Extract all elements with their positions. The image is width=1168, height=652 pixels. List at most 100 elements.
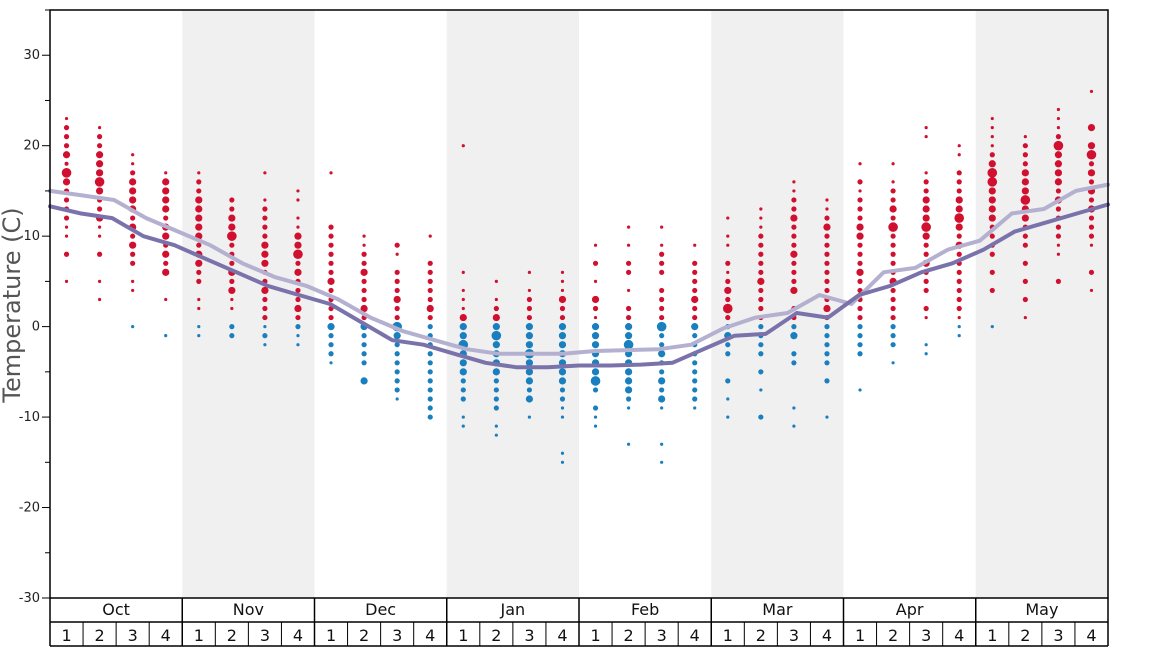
warm-point	[162, 268, 170, 276]
warm-point	[990, 135, 994, 139]
month-label-mar: Mar	[762, 600, 793, 619]
cold-point	[327, 323, 335, 331]
cold-point	[692, 360, 698, 366]
warm-point	[823, 223, 831, 231]
warm-point	[461, 306, 465, 311]
warm-point	[329, 171, 333, 175]
cold-point	[229, 333, 235, 339]
warm-point	[791, 278, 797, 284]
warm-point	[824, 287, 830, 294]
warm-point	[758, 242, 764, 248]
warm-point	[261, 241, 269, 249]
warm-point	[493, 305, 499, 312]
warm-point	[956, 287, 962, 294]
warm-point	[394, 269, 400, 275]
cold-point	[692, 378, 698, 384]
warm-point	[954, 213, 965, 223]
warm-point	[1022, 278, 1028, 284]
cold-point	[623, 339, 634, 350]
week-label: 3	[128, 626, 138, 645]
warm-point	[956, 188, 962, 194]
warm-point	[857, 260, 863, 266]
warm-point	[1055, 224, 1062, 230]
warm-point	[63, 251, 70, 257]
warm-point	[1056, 116, 1061, 121]
y-tick-label: -20	[19, 501, 40, 516]
cold-point	[624, 323, 633, 331]
warm-point	[824, 215, 830, 221]
warm-point	[94, 177, 105, 187]
cold-point	[525, 395, 534, 403]
cold-point	[461, 424, 465, 428]
warm-point	[261, 259, 269, 267]
warm-point	[790, 214, 798, 222]
cold-point	[791, 360, 797, 366]
warm-point	[1020, 195, 1031, 205]
warm-point	[956, 179, 962, 185]
week-label: 4	[690, 626, 700, 645]
warm-point	[625, 305, 632, 312]
warm-point	[1021, 214, 1029, 222]
cold-point	[328, 351, 334, 357]
cold-point	[459, 332, 467, 340]
warm-point	[262, 224, 268, 230]
cold-point	[758, 414, 764, 420]
warm-point	[1022, 143, 1028, 149]
cold-point	[494, 433, 498, 437]
warm-point	[990, 116, 994, 121]
warm-point	[857, 251, 863, 257]
warm-point	[1087, 169, 1096, 177]
y-tick-label: 0	[32, 320, 40, 335]
warm-point	[890, 287, 896, 294]
warm-point	[95, 169, 104, 177]
cold-point	[560, 406, 565, 410]
warm-point	[857, 206, 863, 212]
cold-point	[460, 396, 466, 402]
warm-point	[230, 306, 234, 311]
cold-point	[263, 343, 267, 347]
cold-point	[459, 368, 467, 376]
warm-point	[95, 151, 104, 159]
cold-point	[394, 369, 400, 375]
warm-point	[922, 196, 930, 204]
warm-point	[724, 286, 732, 295]
warm-point	[956, 269, 962, 275]
warm-point	[792, 189, 796, 193]
y-tick-label: 10	[23, 229, 40, 244]
cold-point	[525, 368, 534, 376]
warm-point	[262, 206, 268, 212]
week-label: 1	[326, 626, 336, 645]
warm-point	[1055, 206, 1062, 212]
warm-point	[262, 314, 268, 321]
warm-point	[426, 304, 434, 313]
cold-point	[692, 369, 698, 375]
warm-point	[164, 297, 168, 302]
cold-point	[659, 333, 665, 339]
y-axis: 30 20 10 0 -10 -20 -30	[19, 9, 50, 606]
cold-point	[525, 323, 534, 331]
warm-point	[1054, 169, 1063, 177]
warm-point	[659, 296, 665, 303]
warm-point	[261, 286, 269, 295]
cold-point	[792, 406, 796, 410]
warm-point	[1021, 178, 1029, 186]
week-label: 4	[161, 626, 171, 645]
warm-point	[230, 297, 234, 302]
warm-point	[228, 286, 236, 295]
warm-point	[888, 222, 898, 232]
warm-point	[63, 125, 70, 131]
warm-point	[956, 305, 962, 312]
cold-point	[726, 415, 730, 419]
warm-point	[593, 243, 598, 247]
warm-point	[660, 225, 664, 229]
month-label-may: May	[1025, 600, 1058, 619]
warm-point	[130, 215, 136, 221]
cold-point	[990, 325, 994, 329]
warm-point	[197, 171, 201, 175]
cold-point	[660, 406, 664, 410]
warm-point	[1053, 140, 1064, 151]
cold-point	[758, 369, 764, 375]
warm-point	[890, 305, 896, 312]
cold-point	[525, 332, 534, 340]
cold-point	[624, 377, 633, 385]
